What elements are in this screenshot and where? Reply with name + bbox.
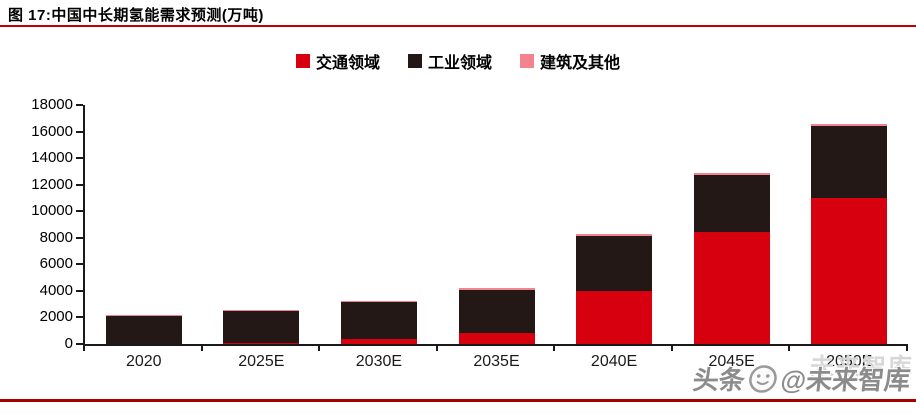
y-axis-label: 10000	[31, 202, 73, 220]
y-axis-label: 4000	[39, 281, 73, 299]
watermark: 头条 @未来智库	[691, 360, 912, 397]
y-axis-tick	[76, 130, 83, 133]
bar-segment[interactable]	[693, 173, 770, 176]
x-axis-tick	[788, 346, 791, 351]
y-axis-tick	[76, 316, 83, 319]
x-axis-label: 2045E	[708, 353, 755, 370]
bar-segment[interactable]	[811, 197, 888, 344]
y-axis-label: 0	[64, 335, 73, 352]
bar-segment[interactable]	[693, 175, 770, 233]
watermark-handle-text: @未来智库	[778, 365, 912, 395]
bar-segment[interactable]	[340, 338, 417, 344]
bar-segment[interactable]	[223, 342, 300, 344]
bar-segment[interactable]	[458, 333, 535, 344]
legend-swatch-industry-icon	[407, 54, 422, 68]
y-axis-label: 6000	[39, 255, 73, 273]
bar-segment[interactable]	[105, 316, 182, 344]
y-axis-tick	[76, 104, 83, 106]
x-axis-label: 2040E	[590, 353, 638, 370]
y-axis-tick	[76, 183, 83, 186]
x-axis-tick	[83, 346, 85, 351]
x-axis-tick	[435, 346, 438, 351]
bar-segment[interactable]	[105, 315, 182, 317]
legend-item-building[interactable]: 建筑及其他	[520, 49, 620, 73]
y-axis-line	[83, 105, 85, 344]
y-axis-label: 16000	[31, 122, 73, 140]
legend-label-transport: 交通领域	[315, 55, 380, 72]
legend-item-transport[interactable]: 交通领域	[295, 49, 380, 73]
title-underline-rule	[0, 25, 916, 27]
x-axis-tick	[670, 346, 673, 351]
legend-swatch-transport-icon	[295, 54, 310, 68]
bar-segment[interactable]	[340, 300, 417, 302]
legend-item-industry[interactable]: 工业领域	[407, 49, 492, 73]
bar-segment[interactable]	[576, 290, 653, 344]
x-axis-tick	[318, 346, 321, 351]
x-axis-tick	[906, 346, 908, 351]
bar-segment[interactable]	[576, 235, 653, 291]
x-axis-label: 2030E	[355, 353, 403, 370]
watermark-brand-text: 头条	[690, 365, 747, 395]
bar-segment[interactable]	[576, 234, 653, 236]
y-axis-tick	[76, 210, 83, 213]
bar-segment[interactable]	[223, 310, 300, 343]
legend-swatch-building-icon	[520, 54, 534, 68]
legend-label-industry: 工业领域	[427, 55, 492, 72]
bar-segment[interactable]	[811, 123, 888, 127]
y-axis-tick	[76, 263, 83, 266]
x-axis-tick	[200, 346, 203, 351]
bar-segment[interactable]	[340, 301, 417, 339]
y-axis-label: 14000	[31, 149, 73, 167]
bar-segment[interactable]	[223, 310, 300, 311]
y-axis-tick	[76, 289, 83, 292]
bar-segment[interactable]	[693, 232, 770, 344]
y-axis-tick	[76, 343, 83, 345]
bar-segment[interactable]	[458, 288, 535, 290]
bar-segment[interactable]	[811, 126, 888, 198]
y-axis-label: 18000	[31, 96, 73, 113]
x-axis-line	[83, 344, 908, 346]
x-axis-label: 2035E	[473, 353, 520, 370]
x-axis-tick	[553, 346, 556, 351]
chart-legend: 交通领域 工业领域 建筑及其他	[0, 49, 916, 73]
y-axis-label: 12000	[31, 175, 73, 193]
bar-segment[interactable]	[458, 289, 535, 334]
legend-label-building: 建筑及其他	[540, 55, 621, 72]
toutiao-logo-icon	[746, 364, 779, 394]
x-axis-label: 2020	[125, 353, 162, 370]
figure-title: 图 17:中国中长期氢能需求预测(万吨)	[8, 7, 264, 24]
y-axis-tick	[76, 157, 83, 160]
x-axis-label: 2050E	[826, 353, 873, 370]
y-axis-label: 8000	[39, 228, 73, 246]
y-axis-tick	[76, 236, 83, 239]
x-axis-label: 2025E	[238, 353, 285, 370]
watermark-ghost-text: 未来智库	[810, 354, 914, 381]
y-axis-label: 2000	[39, 308, 73, 326]
bottom-rule	[0, 399, 916, 402]
